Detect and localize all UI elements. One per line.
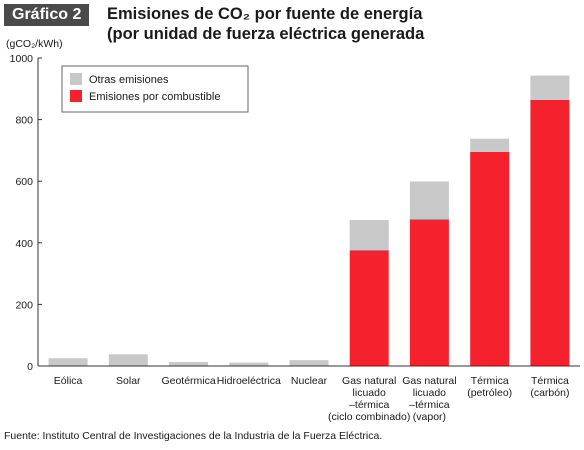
bar-otras-6	[409, 181, 449, 220]
x-tick-label-line: Gas natural	[342, 375, 396, 387]
source-note: Fuente: Instituto Central de Investigaci…	[4, 430, 383, 442]
y-tick-label-1: 200	[15, 299, 33, 311]
y-axis-unit: (gCO₂/kWh)	[6, 38, 63, 50]
x-tick-label-line: Hidroeléctrica	[217, 375, 281, 387]
x-tick-label-3: Hidroeléctrica	[217, 375, 281, 387]
bar-combustible-5	[349, 250, 389, 366]
y-tick-label-5: 1000	[10, 53, 34, 65]
x-tick-label-line: Nuclear	[291, 375, 328, 387]
x-tick-label-4: Nuclear	[291, 375, 328, 387]
legend-swatch-1	[70, 90, 82, 102]
legend-label-0: Otras emisiones	[89, 74, 169, 86]
x-tick-label-line: –térmica	[409, 399, 449, 411]
x-tick-label-line: Eólica	[54, 375, 83, 387]
bar-otras-8	[530, 75, 570, 100]
x-tick-label-line: Térmica	[531, 375, 569, 387]
chart-title-line-2: (por unidad de fuerza eléctrica generada	[107, 25, 425, 43]
y-tick-label-3: 600	[15, 176, 33, 188]
x-tick-label-line: Gas natural	[402, 375, 456, 387]
x-tick-label-line: (carbón)	[530, 387, 569, 399]
x-tick-label-line: licuado	[413, 387, 446, 399]
x-tick-label-7: Térmica (petróleo)	[467, 375, 512, 399]
bar-otras-1	[108, 354, 148, 366]
figure-badge: Gráfico 2	[4, 4, 90, 26]
legend: Otras emisiones Emisiones por combustible	[61, 65, 249, 113]
bar-otras-3	[229, 362, 269, 366]
x-tick-label-1: Solar	[116, 375, 141, 387]
x-tick-label-line: (petróleo)	[467, 387, 512, 399]
bar-otras-4	[289, 360, 329, 366]
legend-swatch-0	[70, 73, 82, 85]
bar-otras-2	[169, 362, 209, 366]
x-tick-label-6: Gas natural licuado –térmica (vapor)	[402, 375, 456, 423]
bar-combustible-7	[470, 151, 510, 366]
legend-label-1: Emisiones por combustible	[89, 91, 220, 103]
x-tick-label-line: Geotérmica	[161, 375, 215, 387]
axes-group: Eólica Solar Geotérmica Hidroeléctrica Nucle…	[10, 53, 580, 423]
chart-title-line-1: Emisiones de CO₂ por fuente de energía	[107, 5, 423, 23]
x-tick-label-0: Eólica	[54, 375, 83, 387]
x-tick-label-line: licuado	[353, 387, 386, 399]
x-tick-label-line: –térmica	[349, 399, 389, 411]
y-tick-label-2: 400	[15, 238, 33, 250]
x-tick-label-8: Térmica (carbón)	[530, 375, 569, 399]
x-tick-label-line: (ciclo combinado)	[328, 411, 410, 423]
x-tick-label-line: (vapor)	[413, 411, 446, 423]
bar-otras-0	[48, 358, 88, 366]
bar-otras-5	[349, 220, 389, 251]
x-tick-label-line: Térmica	[471, 375, 509, 387]
chart-title: Emisiones de CO₂ por fuente de energía (…	[107, 4, 424, 44]
legend-box	[61, 65, 249, 113]
x-tick-label-line: Solar	[116, 375, 141, 387]
bar-combustible-8	[530, 99, 570, 367]
y-tick-label-0: 0	[27, 361, 33, 373]
bar-otras-7	[470, 138, 510, 152]
y-tick-label-4: 800	[15, 115, 33, 127]
x-tick-label-5: Gas natural licuado –térmica (ciclo combina…	[328, 375, 410, 423]
bars-group	[48, 75, 570, 367]
bar-combustible-6	[409, 219, 449, 366]
x-tick-label-2: Geotérmica	[161, 375, 215, 387]
